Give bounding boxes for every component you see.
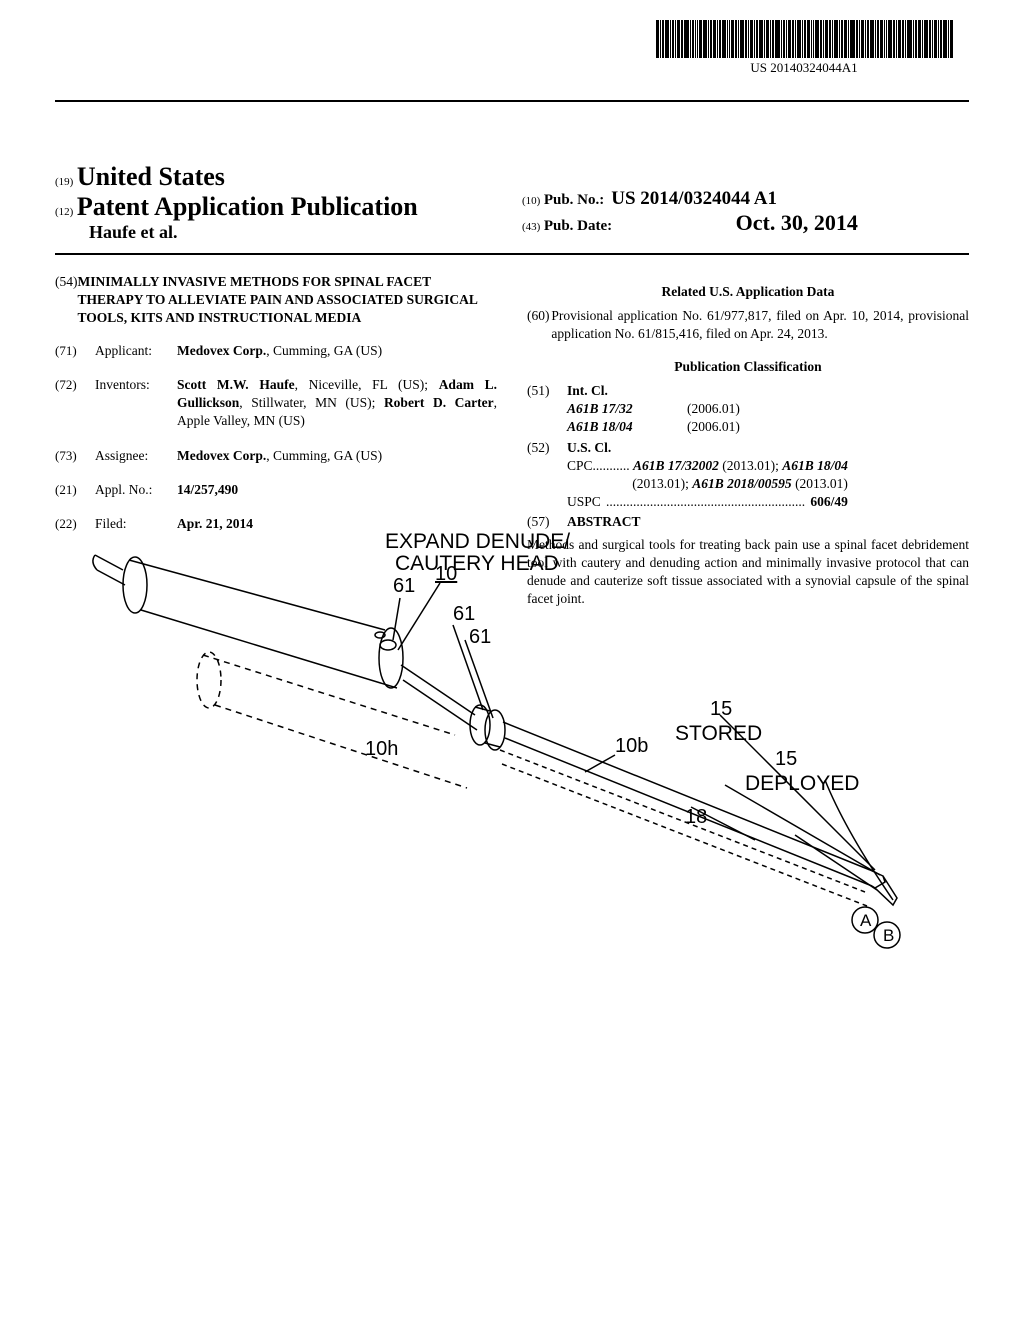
abstract-label: ABSTRACT <box>567 514 641 529</box>
applicant: Medovex Corp., Cumming, GA (US) <box>177 342 497 360</box>
ref-61-b: 61 <box>453 603 475 625</box>
ref-10h: 10h <box>365 738 398 760</box>
applicant-label: Applicant: <box>95 342 177 360</box>
cpc-2: A61B 18/04 <box>782 458 848 473</box>
intcl-label: Int. Cl. <box>567 383 608 398</box>
uspc-label: USPC <box>567 493 601 511</box>
cpc-label: CPC <box>567 457 593 475</box>
intcl-1: A61B 17/32 <box>567 400 687 418</box>
ref-10: 10 <box>435 563 457 585</box>
barcode-number: US 20140324044A1 <box>639 60 969 76</box>
fig-A: A <box>860 911 872 930</box>
pubdate: Oct. 30, 2014 <box>736 210 858 235</box>
pubclass-heading: Publication Classification <box>527 358 969 376</box>
applno: 14/257,490 <box>177 481 497 499</box>
code-60: (60) <box>527 307 551 343</box>
figure-svg: EXPAND DENUDE/ CAUTERY HEAD 61 10 61 61 … <box>55 530 965 960</box>
intcl-1-date: (2006.01) <box>687 401 740 416</box>
code-51: (51) <box>527 382 567 437</box>
fig-B: B <box>883 926 894 945</box>
authors-header: Haufe et al. <box>55 222 502 243</box>
intcl-2: A61B 18/04 <box>567 418 687 436</box>
pubno: US 2014/0324044 A1 <box>611 188 777 209</box>
invention-title: MINIMALLY INVASIVE METHODS FOR SPINAL FA… <box>78 273 498 328</box>
pubno-label: Pub. No.: <box>544 192 604 208</box>
header: (19) United States (12) Patent Applicati… <box>55 162 969 255</box>
ref-15-a: 15 <box>710 698 732 720</box>
barcode-block: US 20140324044A1 <box>639 20 969 76</box>
barcode-graphic <box>639 20 969 58</box>
uspc-value: 606/49 <box>810 493 848 511</box>
code-10: (10) <box>522 195 540 207</box>
inventors-label: Inventors: <box>95 376 177 431</box>
code-12: (12) <box>55 206 73 218</box>
ref-18: 18 <box>685 806 707 828</box>
patent-figure: EXPAND DENUDE/ CAUTERY HEAD 61 10 61 61 … <box>55 530 965 960</box>
applno-label: Appl. No.: <box>95 481 177 499</box>
fig-stored: STORED <box>675 722 762 745</box>
ref-15-b: 15 <box>775 748 797 770</box>
intcl-2-date: (2006.01) <box>687 419 740 434</box>
ref-10b: 10b <box>615 735 648 757</box>
fig-top-label1: EXPAND DENUDE/ <box>385 530 570 553</box>
pubdate-label: Pub. Date: <box>544 218 612 234</box>
assignee-label: Assignee: <box>95 447 177 465</box>
provisional-text: Provisional application No. 61/977,817, … <box>551 307 969 343</box>
related-heading: Related U.S. Application Data <box>527 283 969 301</box>
code-57: (57) <box>527 513 567 531</box>
code-19: (19) <box>55 176 73 188</box>
code-71: (71) <box>55 342 95 360</box>
uscl-label: U.S. Cl. <box>567 440 611 455</box>
cpc-1: A61B 17/32002 <box>633 458 719 473</box>
country: United States <box>77 162 225 191</box>
cpc-3: A61B 2018/00595 <box>692 476 791 491</box>
publication-type: Patent Application Publication <box>77 192 418 221</box>
ref-61-c: 61 <box>469 626 491 648</box>
code-43: (43) <box>522 221 540 233</box>
inventors: Scott M.W. Haufe, Niceville, FL (US); Ad… <box>177 376 497 431</box>
fig-top-label2: CAUTERY HEAD <box>395 552 559 575</box>
code-21: (21) <box>55 481 95 499</box>
code-72: (72) <box>55 376 95 431</box>
code-54: (54) <box>55 273 78 328</box>
fig-deployed: DEPLOYED <box>745 772 859 795</box>
assignee: Medovex Corp., Cumming, GA (US) <box>177 447 497 465</box>
ref-61-a: 61 <box>393 575 415 597</box>
code-73: (73) <box>55 447 95 465</box>
code-52: (52) <box>527 439 567 512</box>
